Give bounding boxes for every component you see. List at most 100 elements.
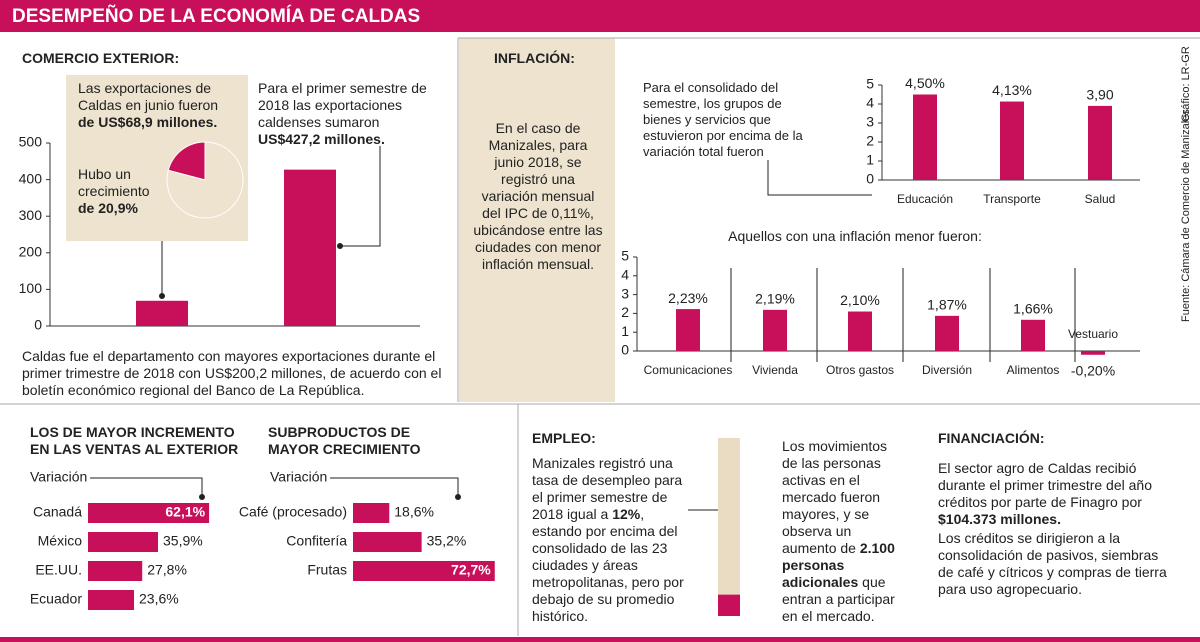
text-run: Manizales registró una tasa de desempleo… xyxy=(532,455,683,522)
bar xyxy=(353,532,422,552)
text-run: de US$68,9 millones. xyxy=(78,114,218,130)
connector-dot xyxy=(199,494,205,500)
pie-slice xyxy=(166,141,244,219)
text-run: US$427,2 millones. xyxy=(258,131,385,147)
chart-title: SUBPRODUCTOS DE MAYOR CRECIMIENTO xyxy=(268,424,421,457)
category-label: Café (procesado) xyxy=(239,504,347,520)
x-tick-label: Vivienda xyxy=(752,363,798,377)
value-label: 18,6% xyxy=(394,504,434,520)
y-tick-label: 5 xyxy=(621,248,629,264)
bar xyxy=(88,590,135,610)
value-label: -0,20% xyxy=(1071,363,1115,379)
value-label: 2,19% xyxy=(755,291,795,307)
category-dividers xyxy=(730,268,1076,362)
bar xyxy=(763,309,787,351)
axis-label: Variación xyxy=(270,469,327,485)
y-tick-label: 0 xyxy=(621,342,629,358)
x-tick-label: Diversión xyxy=(922,363,972,377)
value-label: 35,2% xyxy=(427,533,467,549)
y-tick-label: 3 xyxy=(866,114,874,130)
value-label: 4,50% xyxy=(905,75,945,91)
section-heading: FINANCIACIÓN: xyxy=(938,430,1045,446)
section-heading: INFLACIÓN: xyxy=(494,50,575,66)
text-run: de 20,9% xyxy=(78,200,138,216)
bar xyxy=(676,309,700,351)
y-tick-label: 2 xyxy=(621,304,629,320)
connector-dot xyxy=(337,243,343,249)
chart-title: Aquellos con una inflación menor fueron: xyxy=(728,228,982,244)
connector xyxy=(330,477,459,497)
value-label: 1,87% xyxy=(927,297,967,313)
paragraph: Los movimientos de las personas activas … xyxy=(782,438,904,625)
footer-band xyxy=(0,637,1200,642)
paragraph: Manizales registró una tasa de desempleo… xyxy=(532,455,690,625)
value-label: 1,66% xyxy=(1013,300,1053,316)
source: Fuente: Cámara de Comercio de Manizales xyxy=(1180,109,1192,322)
text-run: 2.100 personas adicionales xyxy=(782,540,895,590)
y-tick-label: 300 xyxy=(19,207,43,223)
value-label: 27,8% xyxy=(147,562,187,578)
section-heading: EMPLEO: xyxy=(532,430,596,446)
pie-slice xyxy=(167,141,206,181)
connector xyxy=(90,477,203,497)
paragraph: En el caso de Manizales, para junio 2018… xyxy=(472,120,604,273)
y-tick-label: 1 xyxy=(866,152,874,168)
bar xyxy=(284,169,336,326)
bar xyxy=(1000,101,1024,180)
y-tick-label: 5 xyxy=(866,76,874,92)
y-tick-label: 0 xyxy=(34,317,42,333)
value-label: 23,6% xyxy=(139,591,179,607)
text-run: Las exportaciones de Caldas en junio fue… xyxy=(78,80,219,113)
paragraph: Para el primer semestre de 2018 las expo… xyxy=(258,80,438,148)
y-tick-label: 0 xyxy=(866,171,874,187)
category-label: EE.UU. xyxy=(35,562,82,578)
y-tick-label: 200 xyxy=(19,244,43,260)
chart-title: Para el consolidado del semestre, los gr… xyxy=(643,80,803,159)
x-tick-label: Comunicaciones xyxy=(644,363,733,377)
y-tick-label: 3 xyxy=(621,285,629,301)
text-run: Caldas fue el departamento con mayores e… xyxy=(22,348,442,398)
text-run: Para el primer semestre de 2018 las expo… xyxy=(258,80,427,130)
bar xyxy=(1088,105,1112,180)
paragraph: El sector agro de Caldas recibió durante… xyxy=(938,460,1178,528)
x-tick-label: Salud xyxy=(1085,192,1116,206)
value-label: 3,90 xyxy=(1086,87,1113,103)
axis-label: Variación xyxy=(30,469,87,485)
y-tick-label: 1 xyxy=(621,323,629,339)
paragraph: Caldas fue el departamento con mayores e… xyxy=(22,348,442,399)
x-tick-label: Otros gastos xyxy=(826,363,894,377)
value-label: 2,23% xyxy=(668,290,708,306)
bar xyxy=(1081,351,1105,355)
bar xyxy=(353,503,390,523)
x-tick-label: Transporte xyxy=(983,192,1041,206)
inflation-panel xyxy=(459,38,615,402)
header-band xyxy=(0,0,1200,32)
connector-dot xyxy=(455,494,461,500)
value-label: 2,10% xyxy=(840,292,880,308)
category-label: Ecuador xyxy=(30,591,82,607)
text-run: , estando por encima del consolidado de … xyxy=(532,506,684,624)
section-heading: COMERCIO EXTERIOR: xyxy=(22,50,180,66)
connector-dot xyxy=(159,293,165,299)
value-label: 4,13% xyxy=(992,82,1032,98)
y-tick-label: 500 xyxy=(19,134,43,150)
x-tick-label: Educación xyxy=(897,192,953,206)
bar xyxy=(136,300,188,326)
text-run: En el caso de Manizales, para junio 2018… xyxy=(473,120,603,272)
text-run: que entran a participar en el mercado. xyxy=(782,574,895,624)
bar xyxy=(353,561,495,581)
bar xyxy=(848,311,872,351)
category-label: Canadá xyxy=(33,504,82,520)
y-tick-label: 100 xyxy=(19,280,43,296)
text-run: El sector agro de Caldas recibió durante… xyxy=(938,460,1152,510)
paragraph: Las exportaciones de Caldas en junio fue… xyxy=(78,80,238,131)
category-label: Frutas xyxy=(307,562,347,578)
paragraph: Hubo un crecimiento de 20,9% xyxy=(78,166,166,217)
text-run: Los movimientos de las personas activas … xyxy=(782,438,888,556)
text-run: $104.373 millones. xyxy=(938,511,1061,527)
x-tick-label: Vestuario xyxy=(1068,327,1118,341)
bar xyxy=(88,503,210,523)
bar xyxy=(88,532,159,552)
